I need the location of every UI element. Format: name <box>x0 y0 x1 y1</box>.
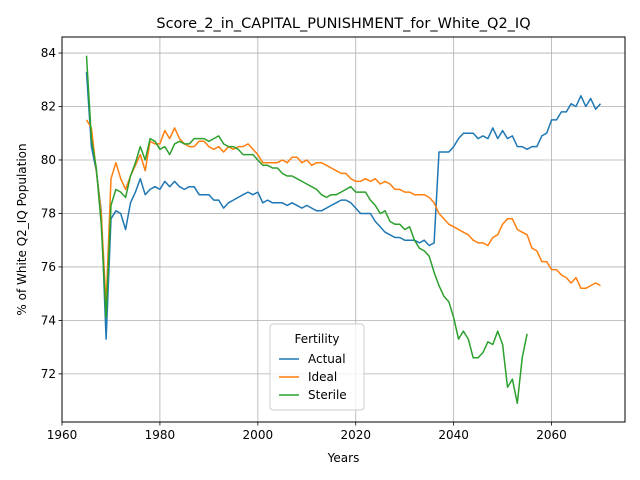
y-tick-label: 84 <box>41 46 56 60</box>
y-tick-label: 78 <box>41 206 56 220</box>
x-tick-label: 2000 <box>243 428 274 442</box>
legend-box <box>269 323 365 411</box>
y-tick-label: 74 <box>41 313 56 327</box>
legend-entries: Actual Ideal Sterile <box>279 352 347 402</box>
chart-title: Score_2_in_CAPITAL_PUNISHMENT_for_White_… <box>156 16 530 32</box>
y-tick-label: 76 <box>41 260 56 274</box>
legend-label-ideal: Ideal <box>308 370 337 384</box>
y-tick-label: 82 <box>41 100 56 114</box>
x-axis-label: Years <box>327 451 360 465</box>
series-line-sterile <box>85 55 528 405</box>
legend-label-actual: Actual <box>308 352 346 366</box>
x-tick-label: 2060 <box>536 428 567 442</box>
x-tick-label: 1980 <box>145 428 176 442</box>
legend: Fertility Actual Ideal Sterile <box>269 323 365 411</box>
y-tick-label: 72 <box>41 367 56 381</box>
grid <box>61 37 625 422</box>
series-line-ideal <box>85 119 601 306</box>
x-tick-label: 2020 <box>340 428 371 442</box>
y-axis-label: % of White Q2_IQ Population <box>15 143 29 315</box>
x-tick-label: 2040 <box>438 428 469 442</box>
y-tick-label: 80 <box>41 153 56 167</box>
legend-label-sterile: Sterile <box>308 388 347 402</box>
series-lines <box>85 55 602 405</box>
legend-title: Fertility <box>294 332 339 346</box>
ticks: 1960 1980 2000 2020 2040 2060 72 74 76 78 80 82 84 <box>41 46 567 442</box>
series-line-actual <box>85 71 602 340</box>
x-tick-label: 1960 <box>47 428 78 442</box>
plot-frame <box>61 36 626 423</box>
